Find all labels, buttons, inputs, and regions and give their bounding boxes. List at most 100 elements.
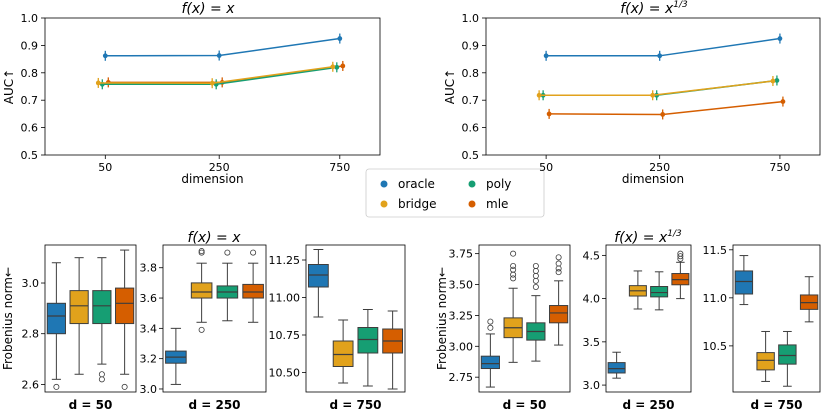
auc_linear-point-bridge (209, 80, 215, 86)
frob_linear_d50-flier-poly (98, 376, 105, 383)
frob_linear_d250-flier-mle (250, 249, 257, 256)
frob_cuberoot_d750-box-oracle (734, 270, 754, 295)
auc_linear-point-oracle (337, 36, 343, 41)
frob_linear_d50-plot: 2.6 2.8 3.0 d = 50 Frobenius norm← (1, 244, 137, 412)
auc_linear-xtick-label: 250 (209, 161, 230, 174)
frob_cuberoot_d750-ytick-label: 10.5 (703, 340, 728, 353)
frob_cuberoot_d50-axes-frame (478, 244, 571, 393)
frob_cuberoot_d750-box-bridge (756, 352, 775, 371)
auc_linear-point-bridge (330, 64, 336, 70)
frob_cuberoot_d50-flier-mle (555, 260, 562, 267)
frob_linear_d250-plot: 3.0 3.2 3.4 3.6 3.8 d = 250 (140, 244, 267, 412)
frob_cuberoot_d50-flier-mle (555, 254, 562, 261)
frob_linear_d250-box-bridge (190, 282, 213, 299)
auc_cuberoot-point-mle (660, 112, 666, 117)
frob_cuberoot_d50-box-mle (549, 305, 569, 324)
frob_cuberoot_d750-plot: 10.5 11.0 11.5 d = 750 (703, 244, 821, 412)
frob_cuberoot_d50-ytick-label: 3.25 (449, 309, 474, 322)
frob-linear-title: f(x) = x (187, 230, 241, 246)
frob_linear_d750-box-bridge (332, 340, 354, 367)
auc-cuberoot-panel: f(x) = x1/3 (620, 0, 688, 17)
frob_cuberoot_d250-box-poly (650, 286, 669, 298)
auc_linear-ytick-label: 0.5 (21, 149, 39, 162)
frob_linear_d50-box-poly (92, 290, 112, 325)
auc_cuberoot-plot: 0.5 0.6 0.7 0.8 0.9 1.0 50 250 750 dimension AUC↑ (443, 12, 821, 186)
auc_cuberoot-ytick-label: 0.8 (462, 67, 480, 80)
frob_cuberoot_d50-ytick-label: 3.50 (449, 279, 474, 292)
frob_linear_d50-xlabel: d = 50 (69, 398, 113, 412)
frob_cuberoot_d50-plot: 2.75 3.00 3.25 3.50 3.75 d = 50 Frobenius norm… (435, 244, 571, 412)
frob_linear_d50-ytick-label: 3.0 (22, 277, 40, 290)
frob_cuberoot_d50-xlabel: d = 50 (503, 398, 547, 412)
frob_cuberoot_d50-flier-poly (532, 283, 539, 290)
frob_linear_d50-flier-oracle (53, 383, 60, 390)
frob_cuberoot_d50-flier-bridge (510, 266, 517, 273)
frob_linear_d250-ytick-label: 3.8 (140, 262, 158, 275)
auc_linear-point-bridge (95, 80, 101, 86)
auc_linear-point-poly (334, 64, 340, 70)
auc_cuberoot-ytick-label: 0.6 (462, 122, 480, 135)
frob_cuberoot_d250-flier-mle (677, 250, 684, 257)
frob_linear_d50-ytick-label: 2.8 (22, 328, 40, 341)
legend-marker-mle (468, 200, 476, 208)
frob_cuberoot_d750-axes-frame (732, 244, 821, 393)
legend-label-poly: poly (486, 177, 511, 191)
auc_linear-ytick-label: 0.7 (21, 94, 39, 107)
frob_linear_d50-flier-poly (98, 371, 105, 378)
auc_cuberoot-ytick-label: 1.0 (462, 12, 480, 25)
frob_linear_d750-ytick-label: 10.50 (269, 367, 301, 380)
legend-marker-bridge (380, 200, 388, 208)
auc_linear-plot: 0.5 0.6 0.7 0.8 0.9 1.0 50 250 750 dimension AUC↑ (2, 12, 381, 186)
auc_linear-xtick-label: 50 (98, 161, 112, 174)
frob_cuberoot_d50-ytick-label: 2.75 (449, 371, 474, 384)
auc_linear-point-oracle (216, 53, 222, 58)
frob-cuberoot-title: f(x) = x1/3 (614, 229, 682, 246)
auc_linear-ytick-label: 1.0 (21, 12, 39, 25)
frob_linear_d50-flier-mle (121, 383, 128, 390)
frob_linear_d750-xlabel: d = 750 (329, 398, 381, 412)
frob_cuberoot_d250-axes-frame (605, 244, 692, 393)
frob_cuberoot_d250-flier-mle (677, 253, 684, 260)
frob_cuberoot_d50-flier-mle (555, 269, 562, 276)
frob_cuberoot_d250-ytick-label: 4.5 (583, 249, 601, 262)
frob_cuberoot_d750-box-poly (778, 344, 797, 365)
auc_cuberoot-point-bridge (770, 78, 776, 84)
frob_linear_d250-xlabel: d = 250 (188, 398, 240, 412)
frob_linear_d250-flier-poly (224, 249, 231, 256)
frob_cuberoot_d50-flier-poly (532, 267, 539, 274)
auc_linear-line-oracle (105, 37, 340, 57)
auc_linear-xtick-label: 750 (329, 161, 350, 174)
auc_cuberoot-xlabel: dimension (622, 172, 684, 186)
frob_cuberoot_d50-box-oracle (480, 355, 500, 370)
frob_linear_d750-box-poly (357, 327, 379, 354)
auc_cuberoot-line-poly (543, 79, 778, 97)
auc_cuberoot-xtick-label: 250 (649, 161, 670, 174)
frob_cuberoot_d50-flier-bridge (510, 250, 517, 257)
frob_cuberoot_d50-flier-bridge (510, 271, 517, 278)
auc_linear-xlabel: dimension (181, 172, 243, 186)
auc_cuberoot-point-poly (774, 78, 780, 83)
auc_linear-line-mle (108, 65, 343, 84)
frob_cuberoot_d750-ytick-label: 11.0 (703, 292, 728, 305)
frob_cuberoot_d50-ylabel: Frobenius norm← (435, 267, 449, 370)
auc_cuberoot-point-bridge (536, 92, 542, 98)
auc-linear-panel: f(x) = x (181, 1, 235, 17)
auc_linear-line-bridge (98, 66, 333, 84)
frob_cuberoot_d250-ytick-label: 3.0 (583, 379, 601, 392)
frob_linear_d50-box-oracle (46, 302, 66, 335)
legend-frame (365, 168, 545, 218)
auc_cuberoot-point-oracle (777, 36, 783, 41)
frob_linear_d250-box-mle (242, 283, 264, 299)
frob_cuberoot_d250-xlabel: d = 250 (622, 398, 674, 412)
frob_linear_d250-flier-bridge (198, 248, 205, 255)
frob_linear_d750-axes-frame (305, 244, 406, 393)
frob_linear_d50-box-mle (115, 287, 135, 325)
frob_cuberoot_d50-flier-oracle (487, 318, 494, 325)
auc_linear-ytick-label: 0.8 (21, 67, 39, 80)
frob_linear_d50-ylabel: Frobenius norm← (1, 267, 15, 370)
frob_linear_d250-flier-bridge (198, 326, 205, 333)
frob_linear_d50-ytick-label: 2.6 (22, 378, 40, 391)
auc_linear-axes-frame (44, 17, 381, 156)
frob_linear_d750-box-oracle (307, 264, 329, 288)
